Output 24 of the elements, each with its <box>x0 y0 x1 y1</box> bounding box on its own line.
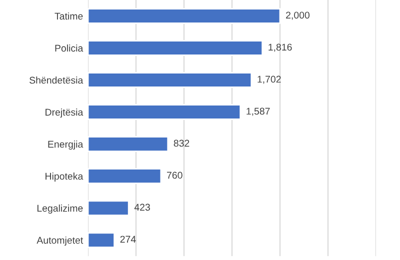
y-tick-label: Hipoteka <box>46 172 84 182</box>
data-label: 423 <box>134 204 150 211</box>
bar <box>88 40 264 56</box>
data-label: 1,587 <box>246 108 270 116</box>
bar <box>88 200 130 216</box>
data-label: 1,702 <box>258 76 281 84</box>
bar <box>88 8 281 24</box>
y-tick-label: Tatime <box>54 12 83 20</box>
bar <box>88 168 162 184</box>
y-tick-label: Automjetet <box>36 236 84 246</box>
bar <box>88 104 242 120</box>
data-label: 274 <box>120 236 136 243</box>
data-label: 1,816 <box>268 44 292 52</box>
y-tick-label: Legalizime <box>37 204 83 214</box>
y-tick-label: Policia <box>55 44 84 52</box>
bar <box>88 232 115 248</box>
y-tick-label: Shëndetësia <box>30 76 84 84</box>
y-tick-label: Energjia <box>48 140 84 150</box>
data-label: 760 <box>167 172 182 179</box>
data-label: 832 <box>174 140 190 147</box>
y-tick-label: Drejtësia <box>46 108 84 118</box>
data-label: 2,000 <box>286 12 310 20</box>
bar <box>88 136 169 152</box>
bar <box>88 72 252 88</box>
